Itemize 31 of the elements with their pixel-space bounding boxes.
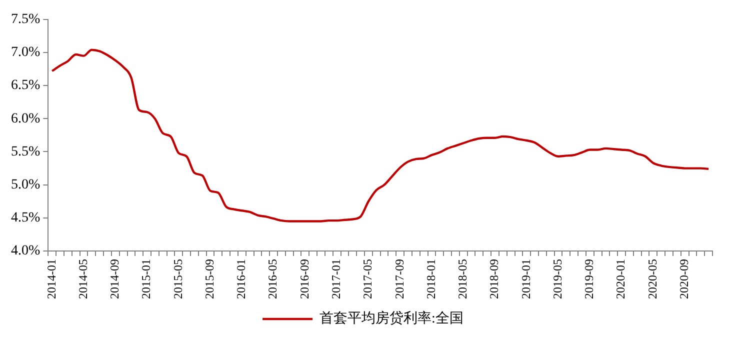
y-tick-label: 5.0% [10, 178, 40, 193]
x-tick-label: 2020-09 [676, 259, 691, 300]
x-tick-label: 2018-05 [456, 259, 470, 300]
y-tick-label: 4.0% [10, 244, 40, 259]
x-tick-label: 2019-05 [550, 259, 564, 300]
y-tick-label: 7.5% [10, 12, 40, 28]
x-tick-label: 2016-05 [266, 259, 280, 300]
x-tick-label: 2015-05 [170, 259, 185, 300]
x-tick-label: 2015-09 [202, 259, 216, 300]
x-tick-label: 2020-05 [645, 259, 660, 300]
x-tick-label: 2019-09 [582, 259, 596, 300]
y-tick-label: 6.0% [10, 111, 40, 126]
x-tick-label: 2017-09 [392, 259, 406, 300]
x-tick-label: 2015-01 [139, 259, 154, 300]
legend-label: 首套平均房贷利率:全国 [320, 310, 464, 327]
x-tick-label: 2014-05 [76, 259, 90, 300]
y-tick-label: 6.5% [10, 78, 40, 94]
line-series [51, 48, 710, 222]
x-tick-label: 2014-01 [44, 259, 58, 300]
x-tick-label: 2019-01 [518, 259, 533, 300]
x-tick-label: 2018-09 [487, 259, 502, 300]
x-tick-label: 2020-01 [614, 259, 628, 300]
x-tick-label: 2017-05 [360, 259, 375, 300]
y-tick-label: 4.5% [10, 210, 40, 226]
x-tick-label: 2016-09 [297, 259, 312, 300]
x-tick-label: 2014-09 [108, 259, 122, 300]
y-tick-label: 5.5% [10, 144, 40, 160]
y-tick-label: 7.0% [10, 45, 40, 60]
x-tick-label: 2017-01 [328, 259, 343, 300]
x-tick-label: 2016-01 [234, 259, 248, 300]
x-tick-label: 2018-01 [424, 259, 438, 300]
